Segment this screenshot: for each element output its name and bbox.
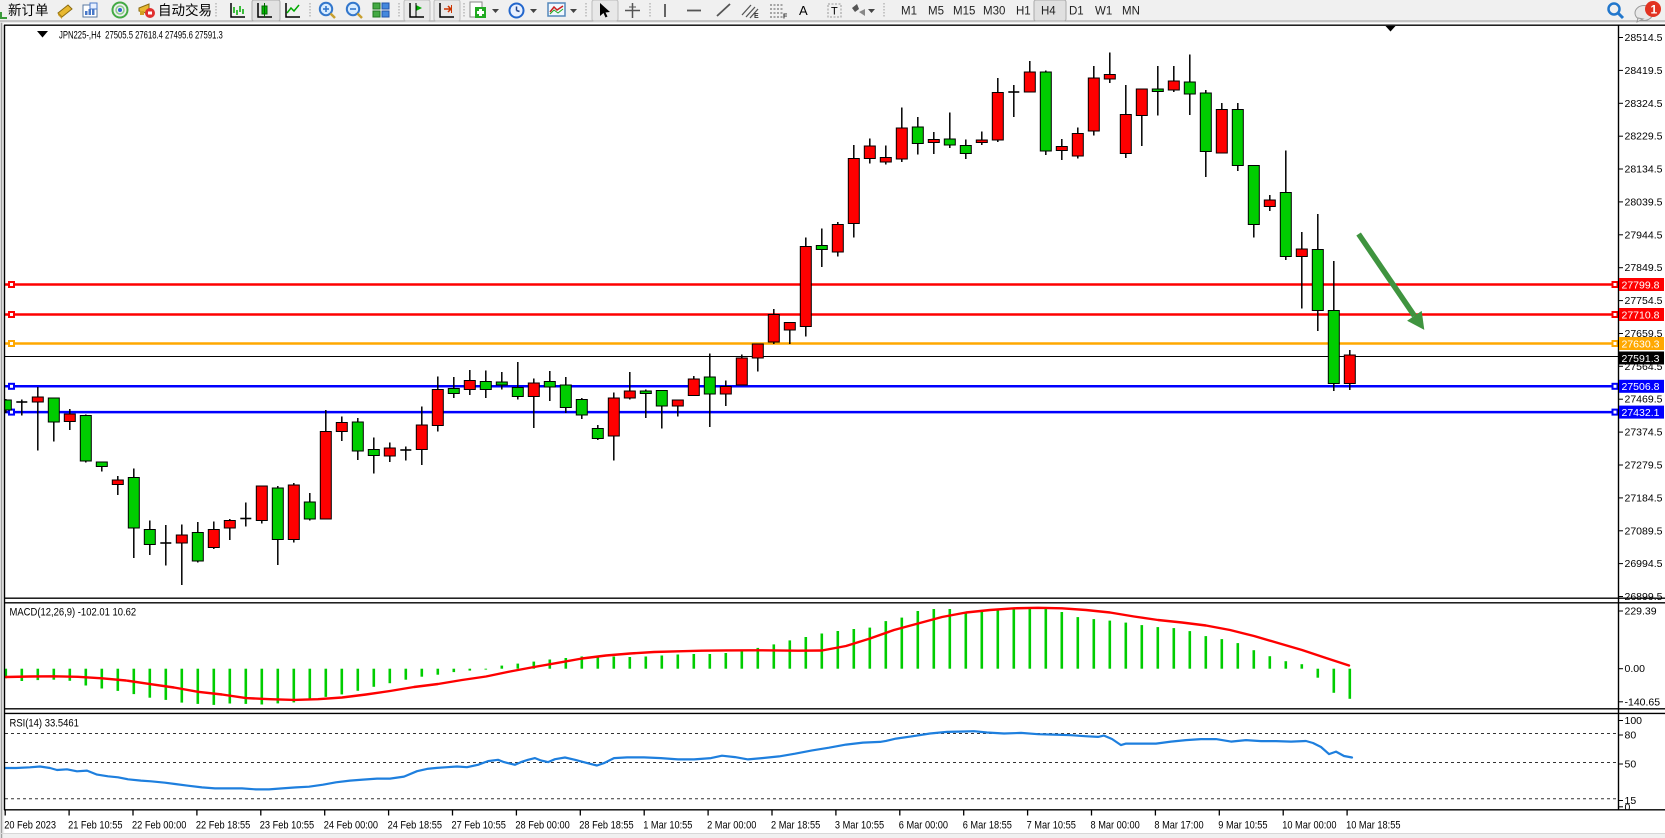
- svg-text:27630.3: 27630.3: [1622, 338, 1660, 350]
- svg-text:D1: D1: [1069, 6, 1084, 18]
- svg-text:2 Mar 00:00: 2 Mar 00:00: [707, 820, 757, 832]
- svg-text:27659.5: 27659.5: [1625, 328, 1663, 340]
- svg-text:22 Feb 00:00: 22 Feb 00:00: [132, 820, 187, 832]
- svg-text:3 Mar 10:55: 3 Mar 10:55: [835, 820, 885, 832]
- svg-text:-140.65: -140.65: [1625, 696, 1661, 708]
- svg-text:1 Mar 10:55: 1 Mar 10:55: [643, 820, 693, 832]
- svg-text:28419.5: 28419.5: [1625, 65, 1663, 77]
- svg-text:28039.5: 28039.5: [1625, 196, 1663, 208]
- svg-text:28 Feb 18:55: 28 Feb 18:55: [579, 820, 634, 832]
- svg-text:F: F: [783, 14, 788, 21]
- svg-text:21 Feb 10:55: 21 Feb 10:55: [68, 820, 123, 832]
- svg-text:27564.5: 27564.5: [1625, 361, 1663, 373]
- svg-text:8 Mar 17:00: 8 Mar 17:00: [1154, 820, 1204, 832]
- svg-text:22 Feb 18:55: 22 Feb 18:55: [196, 820, 251, 832]
- svg-text:100: 100: [1625, 715, 1643, 727]
- svg-text:W1: W1: [1095, 6, 1112, 18]
- svg-text:27944.5: 27944.5: [1625, 229, 1663, 241]
- svg-text:229.39: 229.39: [1625, 606, 1657, 618]
- svg-text:T: T: [831, 6, 838, 18]
- svg-text:A: A: [799, 3, 808, 18]
- svg-text:自动交易: 自动交易: [158, 2, 212, 18]
- svg-text:28229.5: 28229.5: [1625, 131, 1663, 143]
- svg-text:10 Mar 00:00: 10 Mar 00:00: [1282, 820, 1337, 832]
- svg-text:28514.5: 28514.5: [1625, 32, 1663, 44]
- svg-text:0.00: 0.00: [1625, 663, 1646, 675]
- svg-text:M30: M30: [983, 6, 1005, 18]
- svg-text:27469.5: 27469.5: [1625, 394, 1663, 406]
- svg-text:新订单: 新订单: [8, 3, 49, 18]
- svg-text:27432.1: 27432.1: [1622, 407, 1660, 419]
- svg-text:27089.5: 27089.5: [1625, 525, 1663, 537]
- svg-text:10 Mar 18:55: 10 Mar 18:55: [1346, 820, 1401, 832]
- svg-text:M1: M1: [901, 6, 917, 18]
- svg-text:27754.5: 27754.5: [1625, 295, 1663, 307]
- svg-text:JPN225-,H4 27505.5 27618.4 27: JPN225-,H4 27505.5 27618.4 27495.6 27591…: [59, 29, 223, 42]
- svg-text:27374.5: 27374.5: [1625, 427, 1663, 439]
- svg-text:E: E: [754, 13, 759, 20]
- svg-text:H4: H4: [1041, 6, 1056, 18]
- svg-text:27591.3: 27591.3: [1622, 353, 1660, 365]
- svg-text:50: 50: [1625, 759, 1637, 771]
- svg-text:0: 0: [1625, 801, 1631, 813]
- svg-text:2 Mar 18:55: 2 Mar 18:55: [771, 820, 821, 832]
- svg-text:6 Mar 18:55: 6 Mar 18:55: [963, 820, 1013, 832]
- svg-text:27710.8: 27710.8: [1622, 309, 1660, 321]
- svg-text:27184.5: 27184.5: [1625, 492, 1663, 504]
- svg-text:RSI(14) 33.5461: RSI(14) 33.5461: [10, 718, 80, 730]
- svg-text:27799.8: 27799.8: [1622, 279, 1660, 291]
- svg-text:20 Feb 2023: 20 Feb 2023: [4, 820, 56, 832]
- svg-text:M15: M15: [953, 6, 975, 18]
- svg-text:6 Mar 00:00: 6 Mar 00:00: [899, 820, 949, 832]
- svg-text:28134.5: 28134.5: [1625, 164, 1663, 176]
- svg-text:24 Feb 18:55: 24 Feb 18:55: [388, 820, 443, 832]
- svg-text:7 Mar 10:55: 7 Mar 10:55: [1027, 820, 1077, 832]
- svg-text:27279.5: 27279.5: [1625, 460, 1663, 472]
- svg-text:27 Feb 10:55: 27 Feb 10:55: [452, 820, 507, 832]
- svg-text:26899.5: 26899.5: [1625, 591, 1663, 603]
- svg-text:26994.5: 26994.5: [1625, 558, 1663, 570]
- svg-text:23 Feb 10:55: 23 Feb 10:55: [260, 820, 315, 832]
- svg-text:28324.5: 28324.5: [1625, 98, 1663, 110]
- svg-text:H1: H1: [1016, 6, 1031, 18]
- svg-text:M5: M5: [928, 6, 944, 18]
- svg-text:9 Mar 10:55: 9 Mar 10:55: [1218, 820, 1268, 832]
- svg-text:27506.8: 27506.8: [1622, 381, 1660, 393]
- svg-text:MACD(12,26,9) -102.01 10.62: MACD(12,26,9) -102.01 10.62: [10, 607, 137, 619]
- svg-text:15: 15: [1625, 795, 1637, 807]
- svg-text:8 Mar 00:00: 8 Mar 00:00: [1091, 820, 1141, 832]
- svg-text:27849.5: 27849.5: [1625, 262, 1663, 274]
- svg-text:28 Feb 00:00: 28 Feb 00:00: [515, 820, 570, 832]
- svg-text:MN: MN: [1122, 6, 1140, 18]
- svg-text:80: 80: [1625, 730, 1637, 742]
- svg-text:24 Feb 00:00: 24 Feb 00:00: [324, 820, 379, 832]
- svg-text:1: 1: [1651, 3, 1658, 17]
